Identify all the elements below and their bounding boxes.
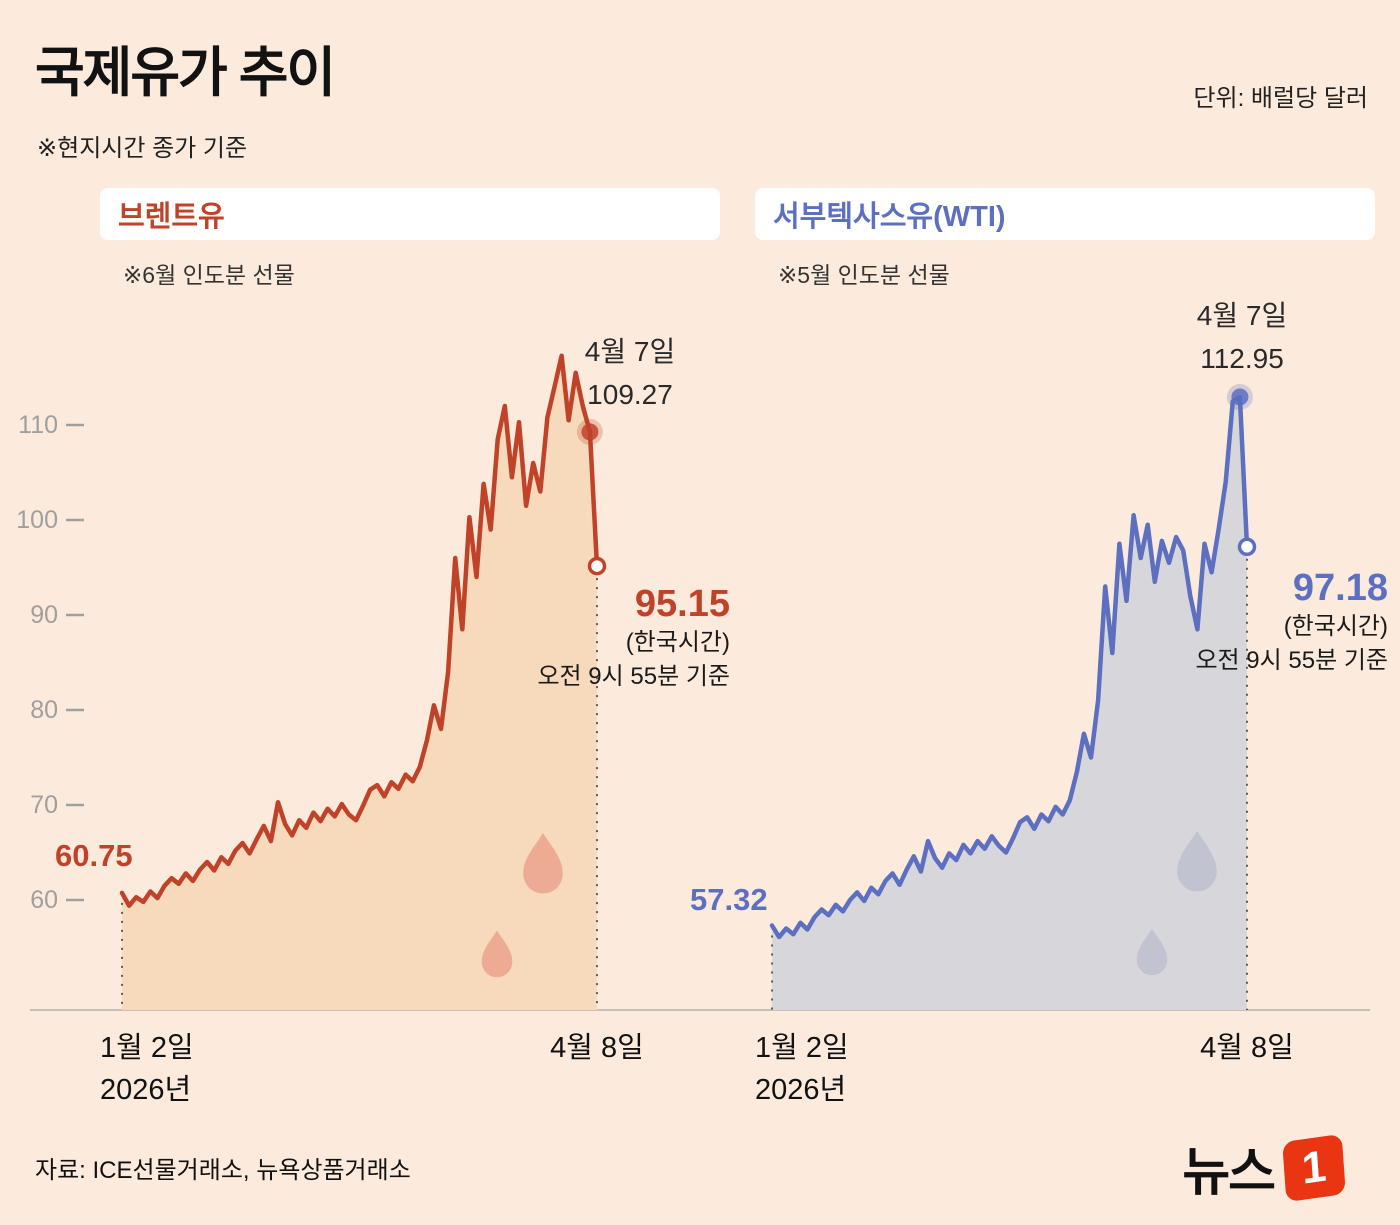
price-line-1 (769, 394, 1250, 940)
brent-xaxis-end-date: 4월 8일 (550, 1032, 644, 1064)
oil-droplet-icon (481, 930, 513, 978)
peak-marker (581, 423, 599, 441)
current-marker (587, 556, 607, 576)
wti-peak-date: 4월 7일 (1196, 300, 1288, 331)
wti-xaxis-start-date: 1월 2일 (755, 1032, 849, 1064)
brent-peak-date: 4월 7일 (584, 336, 676, 367)
closing-basis-note: ※현지시간 종가 기준 (37, 135, 248, 162)
panel-header-wti: 서부텍사스유(WTI) (755, 188, 1375, 240)
futures-note-wti: ※5월 인도분 선물 (778, 262, 950, 288)
panel-header-brent: 브렌트유 (100, 188, 720, 240)
area-fill-1 (772, 397, 1247, 1010)
page-title: 국제유가 추이 (35, 43, 336, 103)
brent-xaxis-start-year: 2026년 (100, 1074, 192, 1106)
wti-current-note-2: 오전 9시 55분 기준 (1195, 647, 1388, 674)
y-tick-label: 100 (16, 506, 58, 534)
unit-note: 단위: 배럴당 달러 (1193, 85, 1368, 112)
oil-droplet-icon (1177, 831, 1217, 892)
news1-logo-text: 뉴스 (1182, 1144, 1276, 1202)
brent-xaxis-start-date: 1월 2일 (100, 1032, 194, 1064)
y-tick-label: 90 (30, 601, 58, 629)
peak-marker (1231, 388, 1249, 406)
y-tick-label: 70 (30, 791, 58, 819)
price-line-0 (119, 353, 600, 908)
panel-label-wti: 서부텍사스유(WTI) (773, 201, 1006, 233)
y-tick-label: 60 (30, 886, 58, 914)
wti-current-note-1: (한국시간) (1283, 613, 1388, 640)
current-marker (1237, 537, 1257, 557)
brent-current-annotation: 95.15 (한국시간) 오전 9시 55분 기준 (430, 582, 730, 694)
brent-current-value: 95.15 (634, 583, 730, 625)
brent-peak-value: 109.27 (587, 379, 673, 410)
brent-peak-annotation: 4월 7일 109.27 (540, 330, 720, 416)
wti-peak-annotation: 4월 7일 112.95 (1152, 294, 1332, 380)
futures-note-brent: ※6월 인도분 선물 (123, 262, 295, 288)
wti-xaxis-start-year: 2026년 (755, 1074, 847, 1106)
news1-logo-badge: 1 (1282, 1133, 1346, 1202)
y-tick-label: 80 (30, 696, 58, 724)
wti-peak-value: 112.95 (1200, 343, 1284, 374)
wti-xaxis-end-date: 4월 8일 (1200, 1032, 1294, 1064)
oil-droplet-icon (523, 833, 563, 894)
data-source: 자료: ICE선물거래소, 뉴욕상품거래소 (35, 1157, 411, 1184)
news1-logo: 뉴스 1 (1182, 1130, 1346, 1205)
y-tick-label: 110 (18, 411, 58, 439)
wti-current-value: 97.18 (1292, 567, 1388, 609)
oil-droplet-icon (1136, 928, 1168, 976)
brent-start-value: 60.75 (55, 838, 133, 873)
panel-label-brent: 브렌트유 (118, 201, 225, 233)
brent-current-note-2: 오전 9시 55분 기준 (537, 663, 730, 690)
brent-current-note-1: (한국시간) (625, 629, 730, 656)
wti-current-annotation: 97.18 (한국시간) 오전 9시 55분 기준 (1090, 566, 1388, 678)
wti-start-value: 57.32 (690, 882, 768, 917)
